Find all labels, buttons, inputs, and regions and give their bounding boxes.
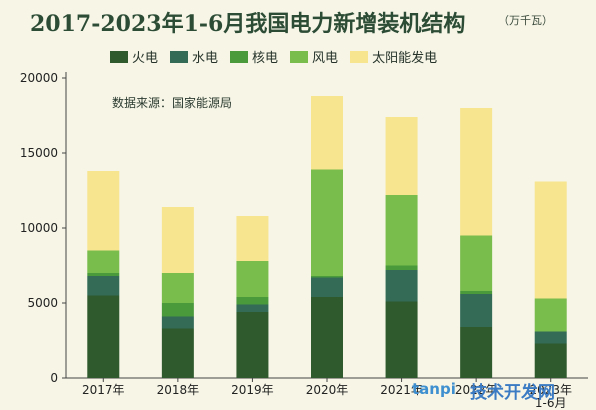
bar-segment bbox=[236, 216, 269, 261]
bar-segment bbox=[460, 235, 493, 291]
chart-title: 2017-2023年1-6月我国电力新增装机结构 bbox=[30, 11, 466, 37]
legend-swatch-solar bbox=[350, 50, 369, 63]
bar-segment bbox=[161, 316, 194, 329]
y-tick-label: 15000 bbox=[20, 146, 58, 160]
bar-segment bbox=[161, 207, 194, 273]
y-tick-label: 0 bbox=[50, 371, 58, 385]
legend-label-wind: 风电 bbox=[312, 51, 339, 66]
legend-label-hydro: 水电 bbox=[192, 51, 219, 66]
x-tick-label: 2017年 bbox=[82, 383, 125, 397]
bar-segment bbox=[460, 294, 493, 327]
x-tick-label: 2018年 bbox=[157, 383, 200, 397]
bar-segment bbox=[161, 303, 194, 317]
data-source-note: 数据来源：国家能源局 bbox=[112, 96, 233, 110]
y-tick-label: 20000 bbox=[20, 71, 58, 85]
bar-segment bbox=[460, 108, 493, 236]
bar-segment bbox=[534, 343, 567, 378]
bar-segment bbox=[534, 331, 567, 344]
bar-segment bbox=[534, 298, 567, 332]
bar-segment bbox=[385, 265, 418, 270]
y-tick-label: 10000 bbox=[20, 221, 58, 235]
legend-item-hydro: 水电 bbox=[170, 47, 218, 66]
unit-label: （万千瓦） bbox=[498, 14, 553, 27]
legend-item-wind: 风电 bbox=[290, 47, 338, 66]
bar-segment bbox=[87, 171, 120, 251]
bar-segment bbox=[385, 117, 418, 195]
x-tick-label: 2022年 bbox=[455, 383, 498, 397]
bar-segment bbox=[385, 270, 418, 302]
bar-segment bbox=[236, 297, 269, 305]
bar-segment bbox=[87, 276, 120, 296]
x-tick-label: 2021年 bbox=[380, 383, 423, 397]
legend-item-nuclear: 核电 bbox=[230, 47, 278, 66]
bar-segment bbox=[385, 301, 418, 378]
bar-segment bbox=[236, 304, 269, 312]
bar-segment bbox=[311, 169, 343, 276]
legend-label-thermal: 火电 bbox=[132, 51, 159, 66]
legend-swatch-wind bbox=[290, 50, 309, 63]
x-tick-label: 2020年 bbox=[306, 383, 349, 397]
bar-segment bbox=[385, 195, 418, 266]
bar-segment bbox=[460, 291, 493, 294]
legend-label-nuclear: 核电 bbox=[252, 51, 279, 66]
bar-segment bbox=[311, 277, 343, 297]
watermark-site-text: 技术开发网 bbox=[470, 383, 555, 403]
legend-swatch-thermal bbox=[110, 50, 128, 63]
x-tick-label: 2023年 bbox=[529, 383, 572, 397]
bar-segment bbox=[311, 276, 343, 278]
bar-segment bbox=[87, 250, 120, 273]
legend-swatch-nuclear bbox=[230, 50, 249, 63]
bar-segment bbox=[236, 261, 269, 297]
x-tick-label: 2019年 bbox=[231, 383, 274, 397]
bar-segment bbox=[534, 181, 567, 299]
bar-segment bbox=[87, 273, 120, 276]
watermark-text: tanpi bbox=[412, 380, 456, 398]
bar-segment bbox=[236, 312, 269, 378]
bar-segment bbox=[161, 328, 194, 378]
bar-segment bbox=[87, 295, 120, 378]
x-tick-label: 1-6月 bbox=[535, 396, 567, 410]
legend-label-solar: 太阳能发电 bbox=[372, 51, 438, 66]
bar-segment bbox=[311, 96, 343, 170]
bar-segment bbox=[161, 273, 194, 303]
legend-item-solar: 太阳能发电 bbox=[350, 47, 437, 66]
legend: 火电 水电 核电 风电 太阳能发电 bbox=[110, 47, 449, 66]
bar-segment bbox=[460, 327, 493, 378]
bar-segment bbox=[311, 297, 343, 378]
legend-swatch-hydro bbox=[170, 50, 189, 63]
y-tick-label: 5000 bbox=[27, 296, 58, 310]
legend-item-thermal: 火电 bbox=[110, 47, 158, 66]
